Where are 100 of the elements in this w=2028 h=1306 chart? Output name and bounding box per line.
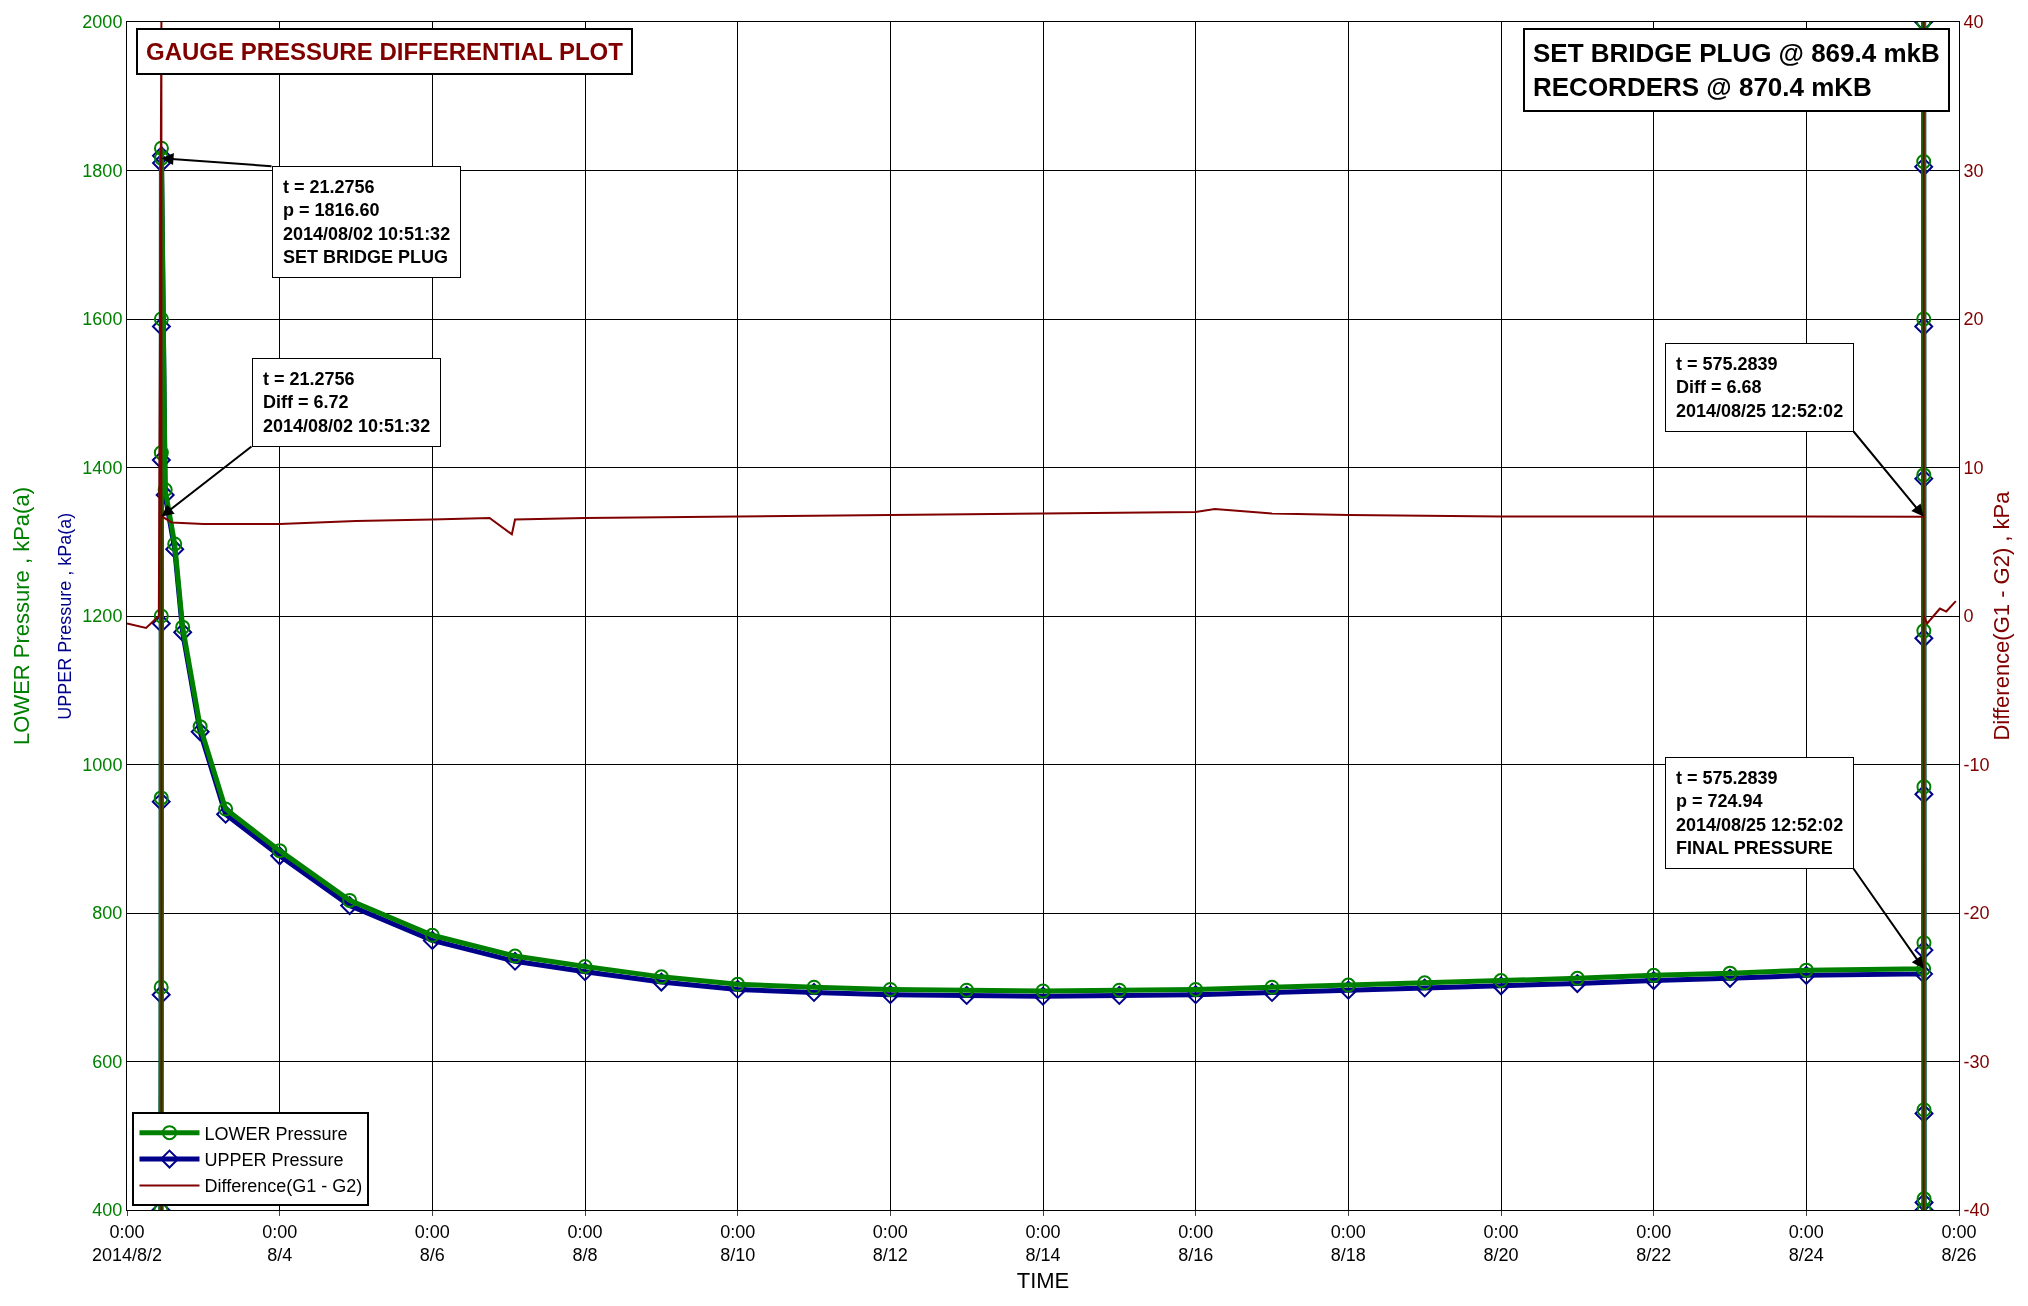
y-tick-label: 600 [92, 1051, 123, 1072]
point [1916, 467, 1932, 483]
point [1491, 976, 1511, 996]
point [1338, 980, 1358, 1000]
x-tick-label: 0:00 8/24 [1788, 1221, 1824, 1265]
point [422, 931, 442, 950]
x-tick-label: 0:00 8/16 [1178, 1221, 1214, 1265]
point [1916, 154, 1932, 170]
point [728, 980, 748, 999]
point [959, 982, 975, 998]
point [653, 969, 669, 985]
point [1033, 986, 1053, 1006]
x-tick-label: 0:00 8/8 [567, 1221, 603, 1265]
text: UPPER Pressure , kPa(a) [54, 512, 75, 720]
y-tick-label: 2000 [82, 12, 123, 33]
x-tick-label: 0:00 2014/8/2 [91, 1221, 163, 1265]
point [1644, 971, 1664, 991]
point [165, 539, 185, 559]
point [192, 719, 208, 735]
point [1262, 983, 1282, 1002]
point [272, 843, 288, 859]
point [190, 722, 210, 742]
point [1264, 979, 1280, 995]
annotation: t = 575.2839 Diff = 6.68 2014/08/25 12:52:02 [1676, 354, 1844, 421]
x-tick-label: 0:00 8/4 [262, 1221, 298, 1265]
point [1796, 965, 1816, 985]
point [1914, 469, 1934, 489]
point [1340, 977, 1356, 993]
point [1916, 779, 1932, 795]
point [1722, 965, 1738, 981]
point [1916, 935, 1932, 951]
annotation: SET BRIDGE PLUG @ 869.4 mkB RECORDERS @ 870.4 mKB [1533, 38, 1940, 102]
y2-tick-label: -40 [1963, 1200, 1990, 1221]
point [1111, 982, 1127, 998]
y2-tick-label: -30 [1963, 1051, 1990, 1072]
y2-tick-label: -20 [1963, 903, 1990, 924]
text: GAUGE PRESSURE DIFFERENTIAL PLOT [146, 38, 624, 65]
point [1914, 940, 1934, 960]
point [1493, 973, 1509, 989]
point [1914, 628, 1934, 648]
point [1916, 311, 1932, 327]
x-tick-label: 0:00 8/6 [414, 1221, 450, 1265]
y-tick-label: 1000 [82, 754, 123, 775]
legend-label: UPPER Pressure [204, 1150, 344, 1171]
y-axis-title: LOWER Pressure , kPa(a) [9, 487, 35, 745]
y2-tick-label: 20 [1963, 309, 1984, 330]
point [1720, 968, 1740, 988]
point [1109, 985, 1129, 1005]
y2-tick-label: -10 [1963, 754, 1990, 775]
point [957, 985, 977, 1005]
x-tick-label: 0:00 8/14 [1025, 1221, 1061, 1265]
annotation: t = 575.2839 p = 724.94 2014/08/25 12:52:02 FINAL PRESSURE [1676, 768, 1844, 859]
point [1914, 784, 1934, 804]
point [151, 792, 171, 812]
y2-axis-title: Difference(G1 - G2) , kPa [1988, 490, 2014, 741]
y-tick-label: 1600 [82, 309, 123, 330]
y-tick-label: 1200 [82, 606, 123, 627]
x-tick-label: 0:00 8/12 [872, 1221, 908, 1265]
annotation: t = 21.2756 Diff = 6.72 2014/08/02 10:51:32 [263, 369, 431, 436]
point [153, 790, 169, 806]
point [651, 972, 671, 992]
point [804, 983, 824, 1002]
y-tick-label: 1800 [82, 160, 123, 181]
y2-tick-label: 10 [1963, 457, 1984, 478]
point [1914, 316, 1934, 336]
point [1186, 985, 1206, 1005]
point [1415, 978, 1435, 998]
y2-tick-label: 40 [1963, 12, 1984, 33]
point [153, 140, 169, 156]
point [1417, 975, 1433, 991]
point [218, 801, 234, 817]
point [151, 985, 171, 1005]
point [153, 979, 169, 995]
point [507, 948, 523, 964]
point [152, 153, 171, 173]
y2-tick-label: 30 [1963, 160, 1984, 181]
x-tick-label: 0:00 8/10 [720, 1221, 756, 1265]
y-tick-label: 400 [92, 1200, 123, 1221]
point [1916, 1102, 1932, 1118]
point [153, 608, 169, 624]
point [153, 445, 169, 461]
point [1914, 964, 1934, 984]
y2-tick-label: 0 [1963, 606, 1974, 627]
y-tick-label: 800 [92, 903, 123, 924]
point [1914, 1104, 1934, 1123]
legend-label: LOWER Pressure [204, 1123, 348, 1144]
point [1914, 157, 1934, 177]
annotation: t = 21.2756 p = 1816.60 2014/08/02 10:51:32 SET BRIDGE PLUG [283, 177, 451, 268]
y-tick-label: 1400 [82, 457, 123, 478]
legend-label: Difference(G1 - G2) [204, 1176, 363, 1197]
x-tick-label: 0:00 8/22 [1636, 1221, 1672, 1265]
point [1916, 961, 1932, 977]
point [153, 311, 169, 327]
point [173, 622, 193, 642]
point [154, 150, 170, 166]
point [575, 962, 595, 982]
x-axis-title: TIME [1016, 1267, 1070, 1293]
x-tick-label: 0:00 8/20 [1483, 1221, 1519, 1265]
point [1035, 983, 1051, 999]
point [1567, 974, 1587, 993]
